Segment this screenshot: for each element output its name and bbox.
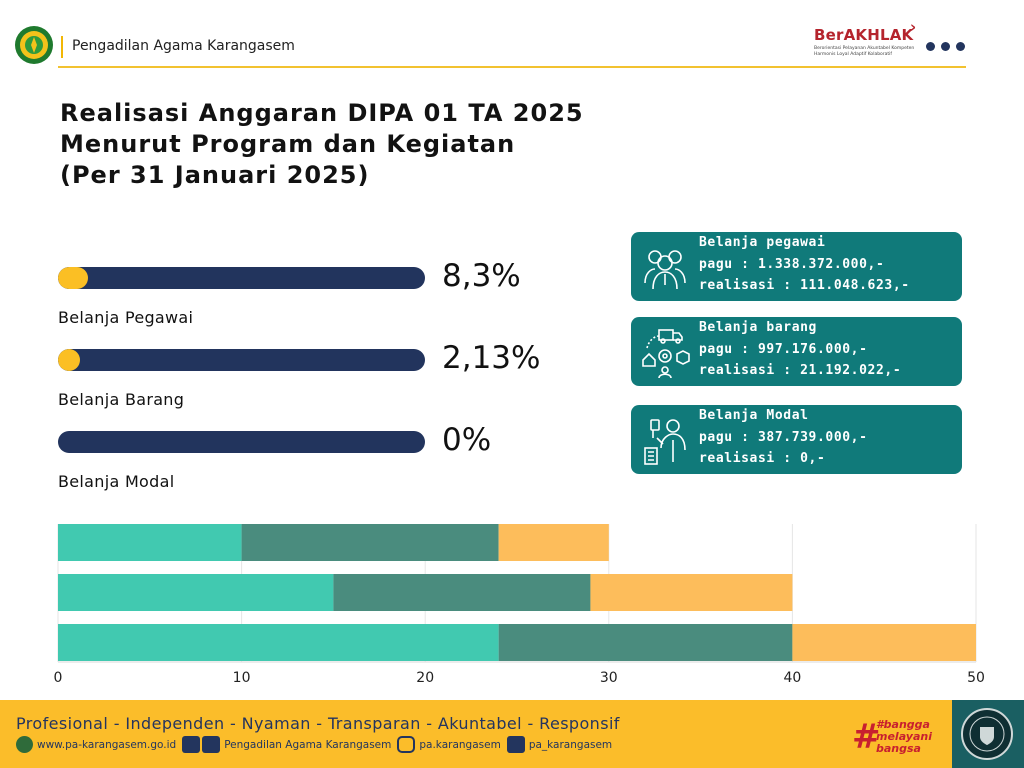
progress-bar-modal [58,431,425,453]
chevron-right-icon: › [910,18,917,36]
melayani-text: melayani [876,730,932,743]
card-title: Belanja barang [699,320,817,335]
stacked-bar-chart: 0 10 20 30 40 50 [54,524,985,686]
x-tick-label: 50 [967,670,985,686]
bangsa-text: bangsa [876,742,921,755]
ministry-seal-icon [961,708,1013,760]
employees-icon [644,250,686,290]
berakhlak-logo: BerAKHLAK › Berorientasi Pelayanan Akunt… [814,18,922,57]
bar-segment-row1-series2 [241,524,499,561]
globe-icon [16,736,33,753]
card-realisasi: realisasi : 21.192.022,- [699,363,902,378]
progress-fill [58,267,89,289]
logistics-icon [642,329,690,378]
progress-percent-barang: 2,13% [442,340,541,376]
footer [0,700,952,768]
bangga-text: #bangga [876,718,930,731]
card-title: Belanja pegawai [699,235,826,250]
bar-segment-row3-series3 [792,624,976,661]
brand-tagline: Berorientasi Pelayanan Akuntabel Kompete… [814,46,915,57]
card-belanja-modal: Belanja Modal pagu : 387.739.000,- reali… [631,405,962,474]
card-realisasi: realisasi : 0,- [699,451,826,466]
twitter-link[interactable]: pa_karangasem [506,736,613,753]
progress-bar-barang [58,349,425,371]
facebook-icon [182,736,201,753]
facebook-youtube-link[interactable]: Pengadilan Agama Karangasem [182,736,391,753]
title-line-2: Menurut Program dan Kegiatan [60,130,516,158]
brand-text: BerAKHLAK [814,26,914,44]
title-line-3: (Per 31 Januari 2025) [60,161,370,189]
svg-text:#: # [852,717,881,756]
contact-bar: www.pa-karangasem.go.id Pengadilan Agama… [16,736,618,753]
court-emblem-icon [15,26,53,64]
card-pagu: pagu : 387.739.000,- [699,430,868,445]
bar-segment-row1-series3 [498,524,609,561]
bar-segment-row1-series1 [58,524,242,561]
capital-icon [644,419,686,465]
x-tick-label: 20 [416,670,434,686]
progress-label-pegawai: Belanja Pegawai [58,308,194,327]
bar-segment-row2-series3 [590,574,793,611]
card-pagu: pagu : 997.176.000,- [699,342,868,357]
header-divider [58,66,966,68]
instagram-icon [397,736,416,753]
progress-percent-modal: 0% [442,422,492,458]
bar-segment-row3-series2 [498,624,793,661]
more-dots-icon [926,42,965,51]
core-values: Profesional - Independen - Nyaman - Tran… [16,714,620,733]
progress-label-modal: Belanja Modal [58,472,175,491]
x-tick-label: 40 [783,670,801,686]
instagram-link[interactable]: pa.karangasem [397,736,501,753]
twitter-text: pa_karangasem [528,738,613,751]
card-pagu: pagu : 1.338.372.000,- [699,257,885,272]
card-belanja-pegawai: Belanja pegawai pagu : 1.338.372.000,- r… [631,232,962,301]
progress-bar-pegawai [58,267,425,289]
bar-segment-row2-series2 [333,574,591,611]
youtube-icon [202,736,221,753]
bar-segment-row2-series1 [58,574,334,611]
facebook-youtube-text: Pengadilan Agama Karangasem [224,738,392,751]
x-tick-label: 10 [233,670,251,686]
org-name: Pengadilan Agama Karangasem [72,38,295,54]
website-link[interactable]: www.pa-karangasem.go.id [16,736,176,753]
website-text: www.pa-karangasem.go.id [37,738,177,751]
header-separator [61,36,63,58]
bar-segment-row3-series1 [58,624,499,661]
progress-label-barang: Belanja Barang [58,390,185,409]
twitter-icon [506,736,525,753]
x-tick-label: 0 [54,670,63,686]
instagram-text: pa.karangasem [419,738,501,751]
card-title: Belanja Modal [699,408,809,423]
card-realisasi: realisasi : 111.048.623,- [699,278,910,293]
card-belanja-barang: Belanja barang pagu : 997.176.000,- real… [631,317,962,386]
progress-percent-pegawai: 8,3% [442,258,521,294]
x-tick-label: 30 [600,670,618,686]
title-line-1: Realisasi Anggaran DIPA 01 TA 2025 [60,99,584,127]
bangga-melayani-bangsa-logo: # #bangga melayani bangsa [852,717,932,756]
progress-fill [58,349,80,371]
page-title: Realisasi Anggaran DIPA 01 TA 2025 Menur… [60,98,584,191]
